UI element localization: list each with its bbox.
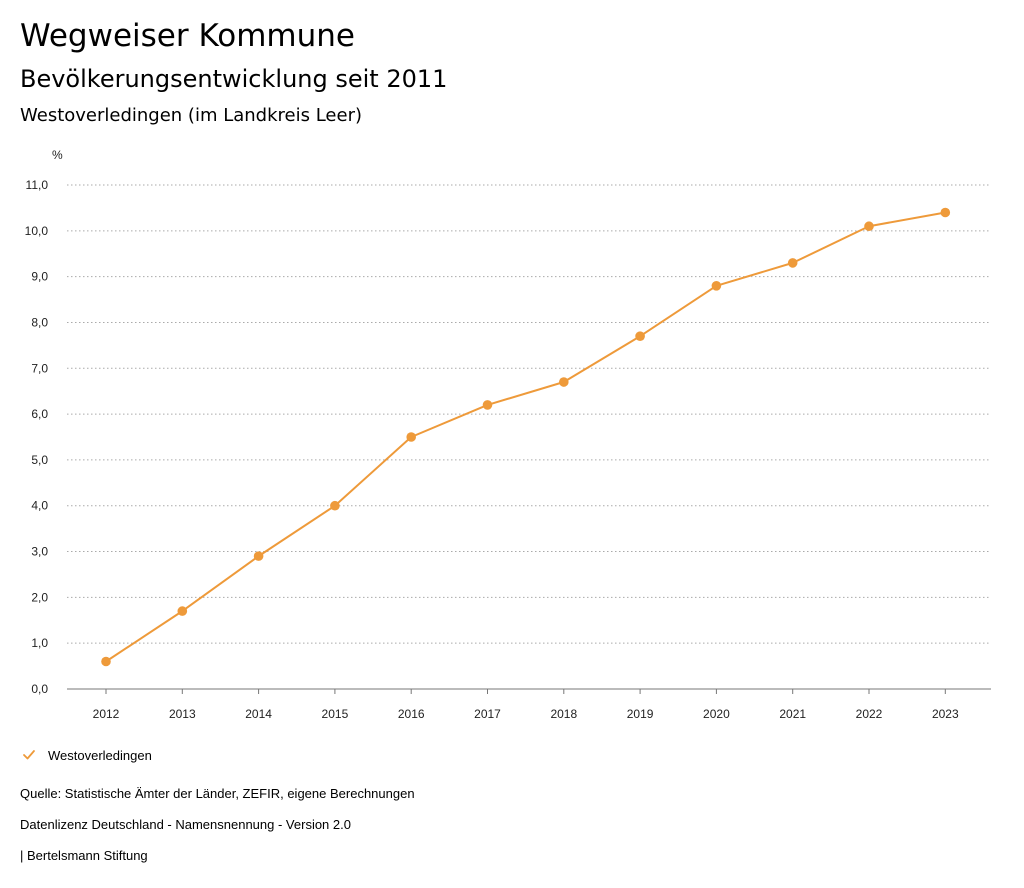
data-point (253, 551, 264, 561)
y-tick-label: 6,0 (31, 407, 48, 421)
x-tick-label: 2022 (856, 707, 883, 721)
data-point (711, 281, 722, 291)
data-point (940, 207, 951, 218)
x-tick-label: 2016 (398, 707, 425, 721)
data-point (635, 331, 645, 342)
page-title: Wegweiser Kommune (20, 18, 355, 54)
x-tick-label: 2017 (474, 707, 501, 721)
x-tick-label: 2019 (627, 707, 654, 721)
y-tick-label: 5,0 (31, 453, 48, 467)
grid-lines (67, 184, 991, 690)
x-tick-label: 2023 (932, 707, 959, 721)
x-axis-ticks: 2012 2013 2014 2015 2016 2017 2018 2019 2020 2021… (93, 689, 959, 721)
data-point (330, 500, 340, 511)
y-tick-label: 1,0 (31, 636, 48, 650)
publisher-note: | Bertelsmann Stiftung (20, 848, 148, 863)
x-tick-label: 2014 (245, 707, 272, 721)
data-point (787, 258, 798, 268)
series-line-westoverledingen (105, 211, 946, 663)
data-point (101, 656, 111, 667)
y-tick-label: 2,0 (31, 590, 48, 604)
check-icon (23, 750, 35, 760)
chart-subtitle: Bevölkerungsentwicklung seit 2011 (20, 65, 448, 93)
x-tick-label: 2013 (169, 707, 196, 721)
y-tick-label: 9,0 (31, 270, 48, 284)
y-tick-label: 10,0 (25, 224, 49, 238)
x-tick-label: 2018 (550, 707, 577, 721)
region-title: Westoverledingen (im Landkreis Leer) (20, 105, 362, 126)
y-tick-label: 8,0 (31, 315, 48, 329)
data-point (177, 606, 188, 616)
line-chart: % 0,0 1,0 2,0 3,0 4,0 5,0 6,0 7,0 8,0 9,0 10,0 11,0… (25, 148, 991, 721)
y-tick-label: 4,0 (31, 499, 48, 513)
x-tick-label: 2020 (703, 707, 730, 721)
y-tick-label: 7,0 (31, 361, 48, 375)
x-tick-label: 2015 (322, 707, 349, 721)
x-tick-label: 2021 (779, 707, 806, 721)
y-tick-label: 3,0 (31, 545, 48, 559)
source-note: Quelle: Statistische Ämter der Länder, Z… (20, 786, 415, 801)
data-point (864, 221, 874, 232)
data-point (406, 432, 417, 442)
y-tick-label: 11,0 (26, 178, 49, 192)
legend-item-westoverledingen[interactable]: Westoverledingen (22, 745, 152, 765)
data-series (101, 207, 951, 667)
license-note: Datenlizenz Deutschland - Namensnennung … (20, 817, 351, 832)
legend-label: Westoverledingen (48, 747, 152, 763)
x-tick-label: 2012 (93, 707, 120, 721)
y-axis-unit-label: % (52, 148, 63, 162)
y-axis-tick-labels: 0,0 1,0 2,0 3,0 4,0 5,0 6,0 7,0 8,0 9,0 10,0 11,0 (25, 178, 49, 696)
data-point (482, 400, 493, 410)
y-tick-label: 0,0 (31, 682, 48, 696)
data-point (559, 377, 569, 387)
